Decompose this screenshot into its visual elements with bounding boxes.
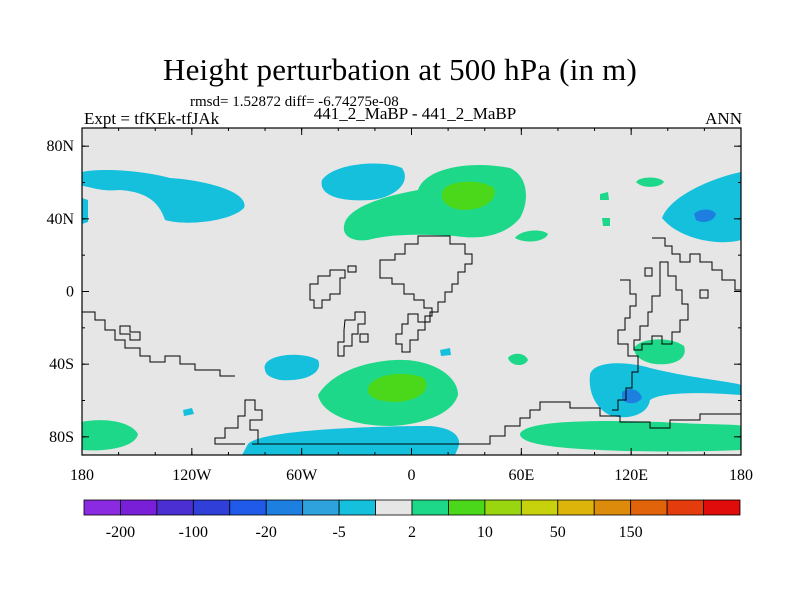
coastline-west [82, 311, 235, 377]
colorbar-swatch [666, 499, 704, 516]
colorbar-label: -20 [256, 524, 277, 541]
field-neg-region [321, 163, 405, 201]
colorbar-label: 2 [408, 524, 416, 541]
colorbar-swatch [83, 499, 121, 516]
colorbar-swatch [703, 499, 741, 516]
x-tick-label: 180 [70, 467, 94, 484]
colorbar-swatch [630, 499, 668, 516]
y-tick-label: 40N [46, 211, 74, 228]
field-neg-region [264, 354, 320, 381]
chart-title: Height perturbation at 500 hPa (in m) [162, 52, 638, 87]
y-tick-label: 80S [49, 429, 74, 446]
colorbar-label: 50 [550, 524, 566, 541]
colorbar-swatch [302, 499, 340, 516]
colorbar-swatch [448, 499, 486, 516]
colorbar-swatch [375, 499, 413, 516]
coastline-antarctica-east [455, 401, 741, 445]
field-pos-core [367, 373, 427, 402]
colorbar-swatch [484, 499, 522, 516]
y-tick-label: 40S [49, 356, 74, 373]
y-tick-label: 80N [46, 138, 74, 155]
field-pos-region [602, 218, 610, 226]
field-neg-region [662, 172, 741, 243]
x-tick-label: 60E [508, 467, 534, 484]
colorbar-swatch [338, 499, 376, 516]
field-neg-core [694, 209, 716, 222]
field-pos-region [636, 177, 664, 187]
coastline-antarctica [214, 399, 263, 445]
field-pos-region [600, 192, 609, 200]
coastlines [82, 235, 741, 445]
field-neg-region [82, 198, 88, 224]
coastline-australia [633, 261, 689, 351]
field-pos-region [520, 421, 741, 452]
field-pos-core [441, 181, 495, 210]
field-neg-region [589, 363, 741, 418]
colorbar-label: -5 [332, 524, 345, 541]
coastline-east-asia [652, 237, 741, 291]
coastline-south-america-south [337, 311, 366, 357]
coastline-atlantic-isle [359, 333, 369, 343]
colorbar-swatch [156, 499, 194, 516]
field-neg-region [440, 348, 451, 356]
coastline-small-island [119, 325, 141, 341]
field-pos-region [634, 339, 685, 365]
colorbar-label: 150 [619, 524, 643, 541]
x-tick-label: 180 [729, 467, 753, 484]
coastline-north-africa-mid [347, 265, 357, 273]
x-tick-label: 60W [286, 467, 318, 484]
x-tick-label: 120E [614, 467, 648, 484]
x-tick-label: 0 [408, 467, 416, 484]
colorbar-swatch [120, 499, 158, 516]
colorbar-swatch [520, 499, 559, 516]
coastline-south-america [309, 269, 346, 309]
colorbar-label: 10 [477, 524, 493, 541]
field-pos-region [508, 353, 528, 366]
colorbar-swatch [192, 499, 231, 516]
field-neg-core [622, 389, 642, 404]
colorbar-swatch [265, 499, 304, 516]
field-neg-region [242, 426, 460, 455]
coastline-pacific-isles [644, 267, 709, 299]
stats-line: rmsd= 1.52872 diff= -6.74275e-08 [190, 94, 399, 110]
center-label: 441_2_MaBP - 441_2_MaBP [313, 104, 517, 123]
left-label: Expt = tfKEk-tfJAk [84, 109, 220, 128]
x-tick-label: 120W [172, 467, 212, 484]
colorbar-swatch [593, 499, 632, 516]
colorbar-label: -200 [106, 524, 135, 541]
colorbar-label: -100 [179, 524, 208, 541]
field-pos-region [82, 420, 138, 451]
right-label: ANN [705, 109, 742, 128]
field-neg-region [82, 170, 245, 223]
colorbar-swatch [557, 499, 595, 516]
coastline-africa [379, 235, 473, 353]
y-tick-label: 0 [66, 284, 74, 301]
coastline-southeast-asia [612, 279, 639, 411]
colorbar-swatch [411, 499, 449, 516]
field-pos-region [515, 230, 548, 242]
field-neg-region [183, 408, 194, 416]
colorbar-swatch [229, 499, 267, 516]
